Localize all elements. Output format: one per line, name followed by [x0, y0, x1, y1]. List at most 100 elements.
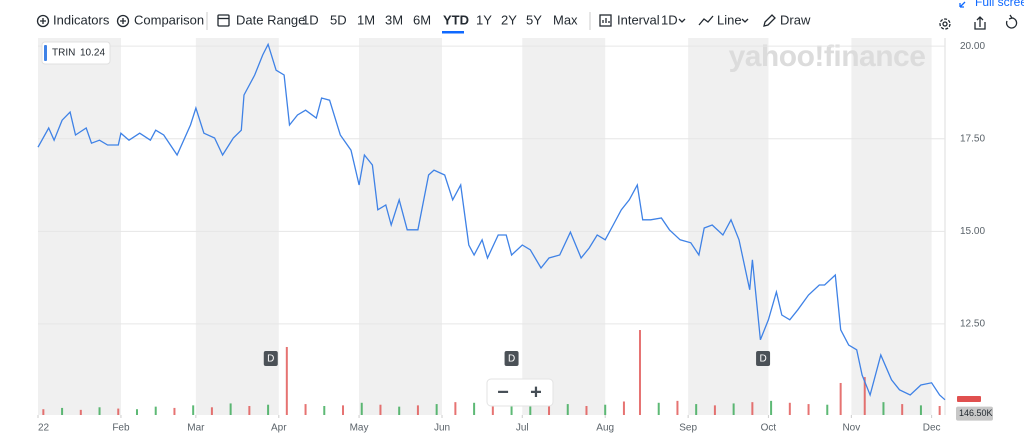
interval-icon-bars [602, 18, 610, 23]
volume-bar [61, 407, 64, 415]
chevron [678, 18, 686, 23]
range-button[interactable]: 1M [357, 12, 375, 27]
volume-bar [510, 403, 513, 415]
range-buttons: 1D 5D 1M 3M 6M YTD 1Y 2Y 5Y Max [302, 12, 578, 34]
range-button[interactable]: 1D [302, 12, 319, 27]
x-tick-label: Feb [112, 423, 130, 434]
dividend-marker [756, 351, 771, 366]
interval-icon [599, 14, 612, 27]
x-tick-label: Apr [271, 423, 287, 434]
volume-bar [229, 403, 232, 415]
volume-bar [435, 404, 438, 415]
dividend-label: D [267, 354, 274, 365]
volume-bar [548, 405, 551, 415]
y-tick-label: 12.50 [960, 319, 985, 330]
dividend-label: D [759, 354, 766, 365]
volume-tag-label: 146.50K [959, 408, 993, 418]
volume-bar [657, 402, 660, 415]
reset-icon[interactable] [1005, 14, 1018, 29]
comparison-button[interactable]: Comparison [134, 12, 204, 27]
volume-bar [285, 346, 288, 415]
price-line [37, 42, 946, 401]
toolbar: Indicators Comparison Date Range 1D 5D 1M 3… [36, 0, 1024, 34]
volume-bar [638, 330, 641, 415]
month-band [851, 38, 932, 415]
volume-bar [154, 406, 157, 415]
x-tick-label: Jun [434, 423, 450, 434]
full-screen-icon [959, 1, 966, 8]
volume-bar [566, 404, 569, 415]
calendar-icon [217, 14, 230, 27]
volume-bar [863, 377, 866, 415]
x-tick-label: Sep [679, 423, 697, 434]
volume-bar [210, 407, 213, 415]
settings-icon[interactable] [939, 18, 951, 30]
indicators-button[interactable]: Indicators [53, 12, 110, 27]
volume-bar [117, 408, 120, 415]
volume-bar [529, 400, 532, 415]
full-screen-button[interactable]: Full screen [975, 0, 1024, 9]
volume-bar [248, 406, 251, 415]
dividend-marker [504, 351, 519, 366]
month-band [688, 38, 769, 415]
x-tick-label: Oct [761, 423, 777, 434]
x-tick-label: 22 [38, 423, 50, 434]
volume-bar [416, 405, 419, 415]
volume-bar [342, 405, 345, 415]
volume-bar [622, 401, 625, 415]
volume-bar [751, 402, 754, 415]
draw-button[interactable]: Draw [780, 12, 811, 27]
month-band [522, 38, 606, 415]
chart: 22 Feb Mar Apr May Jun Jul Aug Sep Oct Nov Dec yahoo… [37, 38, 993, 434]
volume-bar [919, 405, 922, 415]
date-range-button[interactable]: Date Range [236, 12, 305, 27]
share-icon[interactable] [974, 16, 986, 30]
volume-bar [473, 402, 476, 415]
y-tick-label: 15.00 [960, 226, 985, 237]
volume-bar [304, 404, 307, 415]
volume-bar [491, 404, 494, 415]
volume-bar [454, 402, 457, 415]
legend-box [41, 41, 111, 65]
settings-icon-core [942, 21, 948, 27]
legend-symbol: TRIN [52, 48, 75, 59]
legend: TRIN 10.24 [41, 41, 111, 65]
volume-bar [135, 409, 138, 415]
range-button[interactable]: 5Y [526, 12, 542, 27]
watermark: yahoo!finance [729, 40, 926, 73]
x-tick-label: May [350, 423, 369, 434]
volume-bar [695, 404, 698, 415]
volume-bar [807, 404, 810, 415]
range-button[interactable]: Max [553, 12, 578, 27]
volume-bar [192, 405, 195, 415]
zoom-in-button[interactable]: + [530, 381, 542, 403]
volume-bar [79, 409, 82, 415]
indicators-icon-plus [40, 18, 46, 24]
volume-bar [379, 404, 382, 415]
interval-button[interactable]: Interval [617, 12, 660, 27]
volume-bar [826, 404, 829, 415]
volume-bar [882, 402, 885, 415]
x-tick-label: Jul [516, 423, 529, 434]
indicators-icon [36, 14, 50, 28]
zoom-box [486, 378, 554, 407]
dividend-marker [263, 351, 278, 366]
legend-swatch [44, 45, 47, 61]
x-tick-label: Aug [596, 423, 614, 434]
volume-bar [713, 405, 716, 415]
range-button[interactable]: 1Y [476, 12, 492, 27]
volume-bar [676, 400, 679, 415]
volume-bar [839, 382, 842, 415]
range-button[interactable]: 3M [385, 12, 403, 27]
interval-value[interactable]: 1D [661, 12, 678, 27]
zoom-out-button[interactable]: − [497, 381, 509, 403]
volume-bar [173, 407, 176, 415]
dividend-label: D [508, 354, 515, 365]
range-button[interactable]: 2Y [501, 12, 517, 27]
range-button[interactable]: 5D [330, 12, 347, 27]
y-tick-label: 17.50 [960, 133, 985, 144]
line-button[interactable]: Line [717, 12, 742, 27]
range-button[interactable]: YTD [443, 12, 469, 27]
range-button[interactable]: 6M [413, 12, 431, 27]
